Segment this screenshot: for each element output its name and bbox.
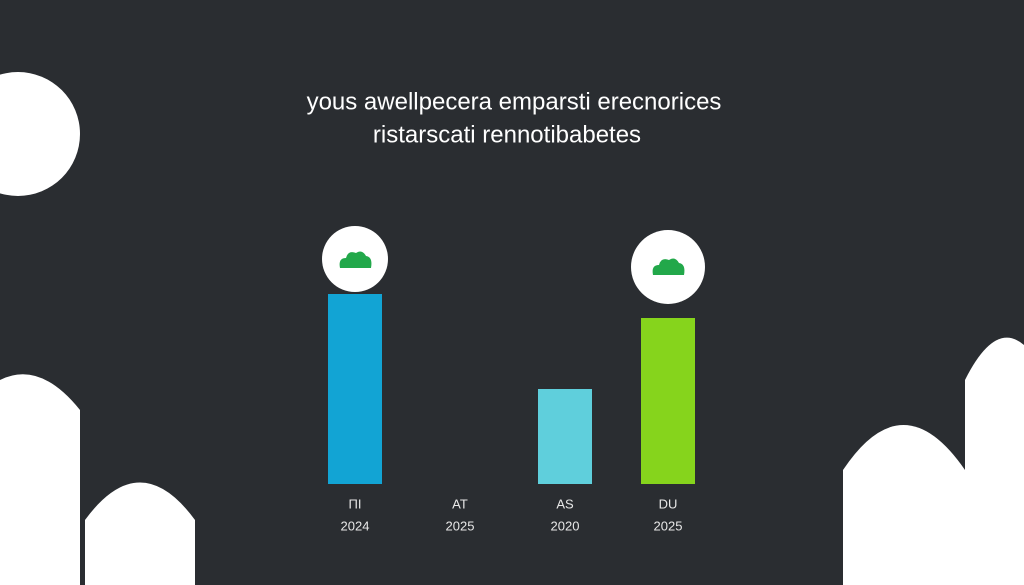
chart-title: yous awellpecera emparsti erecnorices xyxy=(307,88,722,115)
bar xyxy=(641,318,695,484)
x-tick-sublabel: 2024 xyxy=(341,518,370,533)
decor-blob xyxy=(843,425,965,585)
x-tick-sublabel: 2025 xyxy=(654,518,683,533)
decor-blob xyxy=(0,72,80,196)
icon xyxy=(339,251,372,268)
icon-badge xyxy=(631,230,705,304)
decor-blob xyxy=(85,482,195,585)
bar xyxy=(538,389,592,484)
icon xyxy=(652,258,685,275)
chart-subtitle: ristarscati rennotibabetes xyxy=(373,121,641,148)
x-tick-label: AS xyxy=(556,496,574,511)
icon-badge xyxy=(322,226,388,292)
bar xyxy=(328,294,382,484)
x-tick-sublabel: 2020 xyxy=(551,518,580,533)
x-tick-sublabel: 2025 xyxy=(446,518,475,533)
decor-blob xyxy=(965,337,1024,585)
decor-blob xyxy=(0,374,80,585)
x-tick-label: DU xyxy=(659,496,678,511)
x-tick-label: AT xyxy=(452,496,468,511)
x-tick-label: ΠI xyxy=(349,496,362,511)
